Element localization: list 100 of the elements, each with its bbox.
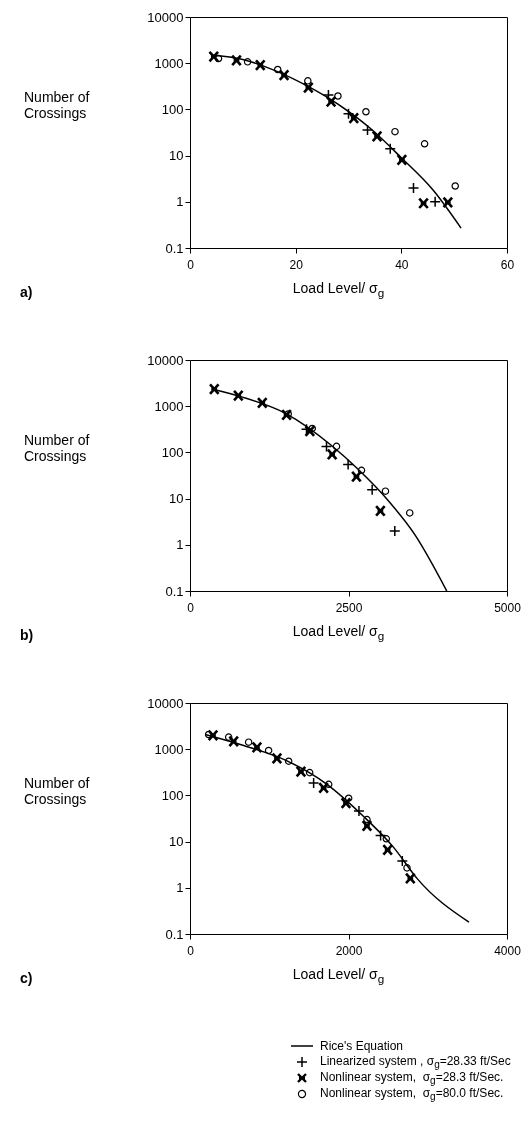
y-axis-title: Number of Crossings (24, 89, 91, 121)
x-tick-label: 0 (187, 943, 195, 958)
text: b) (20, 627, 34, 643)
y-axis-title: Number of Crossings (24, 775, 91, 807)
x-tick-label: 2500 (335, 600, 363, 615)
point (207, 729, 219, 742)
y-tick-label: 1000 (154, 55, 184, 71)
y-tick-label: 10000 (147, 9, 184, 25)
point (384, 143, 396, 155)
point (318, 781, 330, 794)
point (308, 424, 316, 433)
point (396, 855, 409, 867)
x-tick-label: 5000 (494, 600, 522, 615)
point (305, 768, 314, 777)
point (348, 112, 360, 125)
y-tick-label: 1000 (154, 398, 184, 414)
y-tick-label: 10000 (147, 695, 184, 711)
point (371, 130, 383, 143)
y-tick-label: 100 (161, 101, 184, 117)
point (326, 448, 338, 461)
point (334, 92, 342, 100)
point (442, 196, 454, 209)
y-tick-label: 1000 (154, 741, 184, 757)
x-axis-title: Load Level/ σ$_{g}$ (291, 280, 386, 299)
x-tick-label: 20 (289, 257, 304, 272)
y-tick-label: 0.1 (165, 240, 184, 256)
y-tick-label: 0.1 (165, 926, 184, 942)
legend-label: Linearized system , σ$_{g}$=28.33 ft/Sec (320, 1053, 511, 1071)
point (417, 197, 430, 210)
point (363, 815, 371, 824)
point (420, 140, 429, 148)
y-tick-label: 0.1 (165, 583, 184, 599)
y-tick-label: 10 (169, 491, 184, 507)
point (325, 95, 337, 108)
point (304, 77, 312, 85)
y-axis-title: Number of Crossings (24, 432, 91, 464)
point (429, 196, 441, 208)
point (362, 107, 370, 116)
point (342, 458, 354, 471)
point (254, 59, 266, 72)
point (391, 127, 399, 136)
point (244, 738, 253, 746)
x-axis-title: Load Level/ σ$_{g}$ (291, 623, 386, 642)
point (307, 777, 320, 789)
y-tick-label: 1 (176, 194, 184, 210)
point (366, 484, 378, 496)
point (451, 182, 459, 190)
point (232, 389, 244, 402)
point (208, 383, 220, 396)
point (382, 835, 391, 843)
point (224, 733, 233, 741)
point (344, 794, 353, 802)
x-axis-title: Load Level/ σ$_{g}$ (291, 966, 386, 985)
point (304, 424, 316, 438)
point (404, 872, 416, 885)
point (342, 107, 355, 120)
legend-label: Nonlinear system, σ$_{g}$=80.0 ft/Sec. (320, 1085, 504, 1103)
point (251, 741, 263, 754)
point (264, 746, 273, 755)
point (403, 864, 411, 872)
point (214, 54, 223, 63)
x-tick-label: 60 (500, 257, 515, 272)
point (295, 765, 307, 778)
point (230, 54, 243, 67)
point (374, 504, 386, 518)
y-tick-label: 100 (161, 444, 184, 460)
text: a) (20, 284, 33, 300)
point (256, 396, 268, 409)
x-tick-label: 40 (395, 257, 409, 272)
point (280, 408, 293, 421)
point (405, 509, 414, 517)
point (389, 525, 401, 537)
x-tick-label: 0 (187, 600, 195, 615)
x-tick-label: 0 (187, 257, 195, 272)
point (353, 805, 365, 817)
legend-label: Rice's Equation (320, 1039, 404, 1053)
y-tick-label: 1 (176, 880, 184, 896)
y-tick-label: 100 (161, 787, 184, 803)
point (396, 153, 408, 166)
point (320, 440, 333, 453)
y-tick-label: 1 (176, 537, 184, 553)
point (361, 124, 374, 136)
point (208, 50, 220, 63)
point (382, 843, 394, 856)
x-tick-label: 2000 (335, 943, 363, 958)
line-series (204, 733, 470, 923)
y-tick-label: 10 (169, 834, 184, 850)
point (204, 730, 213, 739)
point (284, 757, 293, 765)
x-tick-label: 4000 (494, 943, 522, 958)
legend-label: Nonlinear system, σ$_{g}$=28.3 ft/Sec. (320, 1069, 504, 1087)
point (278, 69, 290, 82)
point (350, 470, 362, 483)
point (228, 735, 240, 748)
point (340, 797, 352, 810)
point (302, 81, 314, 94)
point (357, 466, 366, 475)
point (407, 182, 420, 194)
point (271, 752, 283, 765)
text: c) (20, 970, 33, 986)
